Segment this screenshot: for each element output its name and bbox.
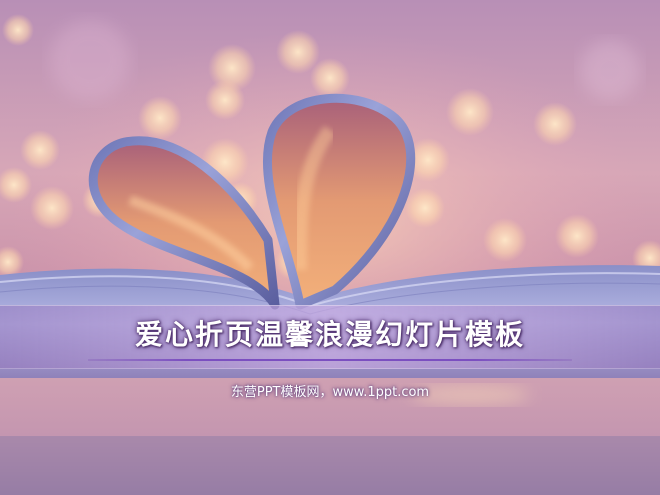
slide-subtitle: 东营PPT模板网，www.1ppt.com — [230, 385, 430, 400]
title-banner — [0, 305, 660, 369]
title-underline — [88, 359, 572, 361]
slide-title: 爱心折页温馨浪漫幻灯片模板 — [134, 318, 525, 351]
folded-page-heart — [88, 93, 416, 310]
